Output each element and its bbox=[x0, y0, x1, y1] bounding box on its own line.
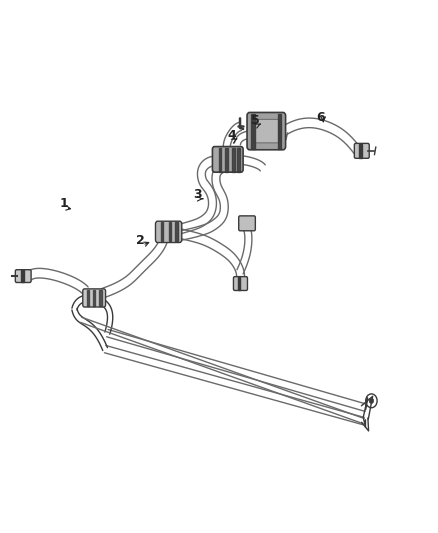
Bar bbox=[237, 148, 240, 172]
FancyBboxPatch shape bbox=[212, 147, 243, 172]
Bar bbox=[238, 277, 240, 290]
FancyBboxPatch shape bbox=[354, 143, 369, 158]
Bar bbox=[219, 148, 221, 172]
FancyBboxPatch shape bbox=[247, 112, 286, 150]
Bar bbox=[225, 148, 228, 172]
FancyBboxPatch shape bbox=[254, 119, 279, 143]
FancyBboxPatch shape bbox=[83, 289, 106, 307]
Bar bbox=[93, 290, 95, 306]
Text: 1: 1 bbox=[59, 197, 68, 210]
Bar bbox=[175, 222, 178, 241]
FancyBboxPatch shape bbox=[15, 270, 31, 282]
Circle shape bbox=[369, 398, 374, 403]
Bar bbox=[169, 222, 171, 241]
Bar bbox=[99, 290, 102, 306]
Bar bbox=[21, 270, 24, 282]
FancyBboxPatch shape bbox=[239, 216, 255, 231]
FancyBboxPatch shape bbox=[233, 277, 247, 290]
Bar bbox=[251, 114, 255, 149]
Text: 6: 6 bbox=[317, 111, 325, 124]
Bar bbox=[232, 148, 235, 172]
Text: 2: 2 bbox=[136, 235, 145, 247]
FancyBboxPatch shape bbox=[155, 221, 182, 243]
Text: 4: 4 bbox=[228, 130, 237, 142]
Bar bbox=[161, 222, 163, 241]
Bar bbox=[87, 290, 89, 306]
Text: 5: 5 bbox=[251, 115, 260, 127]
Text: 3: 3 bbox=[194, 188, 202, 201]
Bar bbox=[359, 144, 362, 158]
Bar bbox=[278, 114, 281, 149]
